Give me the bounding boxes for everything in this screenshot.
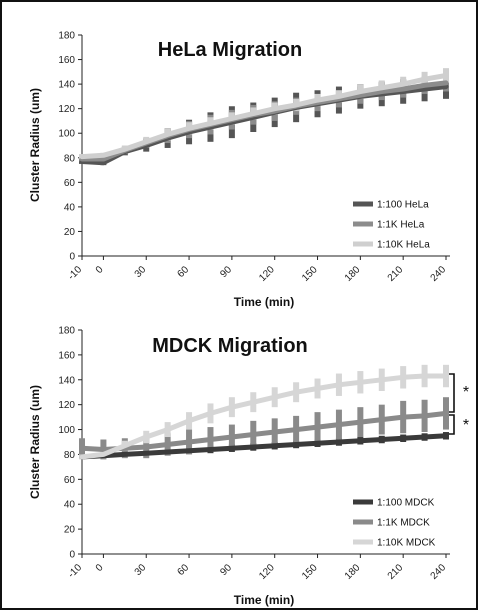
y-tick-label: 100 <box>58 425 75 436</box>
series-line <box>79 373 449 460</box>
y-tick-label: 140 <box>58 80 75 91</box>
chart-title: MDCK Migration <box>152 335 308 357</box>
y-tick-label: 40 <box>64 202 76 213</box>
y-tick-label: 120 <box>58 104 75 115</box>
series-line <box>79 433 449 460</box>
significance-bracket <box>445 373 455 413</box>
y-tick-label: 160 <box>58 55 75 66</box>
y-tick-label: 180 <box>58 326 75 337</box>
y-axis-label: Cluster Radius (um) <box>28 88 42 202</box>
y-tick-label: 160 <box>58 350 75 361</box>
significance-star: * <box>463 384 469 401</box>
legend-label: 1:1K HeLa <box>377 220 425 231</box>
legend: 1:100 MDCK 1:1K MDCK 1:10K MDCK <box>353 498 436 549</box>
y-tick-label: 0 <box>69 550 75 561</box>
legend-label: 1:10K MDCK <box>377 538 436 549</box>
y-tick-label: 100 <box>58 129 75 140</box>
y-tick-label: 60 <box>64 475 76 486</box>
y-axis-label: Cluster Radius (um) <box>28 385 42 499</box>
legend-label: 1:100 HeLa <box>377 200 429 211</box>
hela-chart: HeLa Migration Cluster Radius (um) Time … <box>28 31 450 309</box>
legend-label: 1:1K MDCK <box>377 518 430 529</box>
series-line <box>79 410 449 452</box>
y-tick-label: 20 <box>64 227 76 238</box>
y-tick-label: 80 <box>64 450 76 461</box>
significance-bracket <box>445 414 455 435</box>
significance-star: * <box>463 417 469 434</box>
x-axis-label: Time (min) <box>234 295 294 309</box>
y-tick-label: 0 <box>69 252 75 263</box>
y-tick-label: 120 <box>58 400 75 411</box>
legend-label: 1:10K HeLa <box>377 240 430 251</box>
significance-brackets: * * <box>445 373 469 435</box>
series-line <box>79 73 449 160</box>
y-tick-label: 40 <box>64 500 76 511</box>
y-tick-label: 180 <box>58 31 75 42</box>
y-tick-label: 80 <box>64 153 76 164</box>
legend: 1:100 HeLa 1:1K HeLa 1:10K HeLa <box>353 200 430 251</box>
y-tick-label: 60 <box>64 178 76 189</box>
chart-title: HeLa Migration <box>158 39 302 61</box>
x-axis-label: Time (min) <box>234 593 294 607</box>
legend-label: 1:100 MDCK <box>377 498 435 509</box>
y-tick-label: 140 <box>58 375 75 386</box>
y-tick-label: 20 <box>64 525 76 536</box>
